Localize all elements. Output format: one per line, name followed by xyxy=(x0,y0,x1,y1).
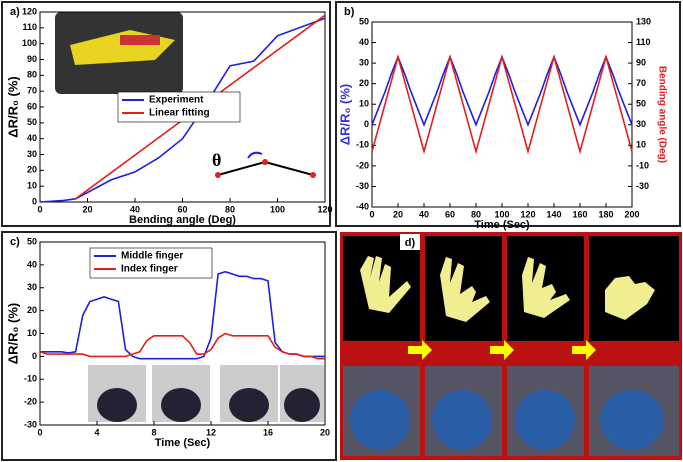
inset-photos-c xyxy=(88,365,324,422)
legend-label: Experiment xyxy=(149,95,204,106)
y-tick-label: 50 xyxy=(359,16,369,26)
annotation: θ xyxy=(212,150,221,170)
legend-box xyxy=(89,247,213,279)
x-tick-label: 180 xyxy=(598,209,613,219)
y-tick-label: 120 xyxy=(22,6,37,16)
y-tick-label: 10 xyxy=(27,181,37,191)
y-tick-label: 20 xyxy=(27,165,37,175)
y-tick-label: -30 xyxy=(24,419,37,429)
panel-a xyxy=(1,1,331,227)
plot-area xyxy=(371,21,633,208)
x-tick-label: 20 xyxy=(320,427,330,437)
x-axis-label: Bending angle (Deg) xyxy=(129,214,236,226)
y-axis-label: ΔR/R₀ (%) xyxy=(5,303,20,364)
y-tick-label: 30 xyxy=(27,282,37,292)
y-tick-label: 0 xyxy=(364,119,369,129)
y-tick-label: 40 xyxy=(27,259,37,269)
x-tick-label: 80 xyxy=(225,204,235,214)
x-tick-label: 8 xyxy=(151,427,156,437)
x-tick-label: 20 xyxy=(393,209,403,219)
x-tick-label: 40 xyxy=(130,204,140,214)
x-tick-label: 60 xyxy=(445,209,455,219)
y-tick-label: -40 xyxy=(356,201,369,211)
y-tick-label: 50 xyxy=(27,236,37,246)
y-tick-label: 30 xyxy=(27,149,37,159)
legend-box xyxy=(117,91,241,123)
panel-c xyxy=(1,231,337,461)
x-tick-label: 0 xyxy=(37,427,42,437)
y2-tick-label: -30 xyxy=(636,181,649,191)
x-tick-label: 120 xyxy=(317,204,332,214)
x-tick-label: 0 xyxy=(369,209,374,219)
y-tick-label: -30 xyxy=(356,181,369,191)
x-tick-label: 200 xyxy=(624,209,639,219)
x-tick-label: 0 xyxy=(37,204,42,214)
x-tick-label: 100 xyxy=(494,209,509,219)
data-line xyxy=(39,332,325,360)
y-axis-label: ΔR/R₀ (%) xyxy=(337,84,352,145)
y2-tick-label: 50 xyxy=(636,99,646,109)
panel-label: c) xyxy=(10,236,20,248)
x-tick-label: 140 xyxy=(546,209,561,219)
y-tick-label: 0 xyxy=(32,196,37,206)
y-tick-label: -10 xyxy=(24,374,37,384)
legend-label: Middle finger xyxy=(121,251,183,262)
inset-photo-a xyxy=(55,12,183,94)
x-tick-label: 160 xyxy=(572,209,587,219)
data-line xyxy=(40,270,325,360)
y2-tick-label: 130 xyxy=(636,16,651,26)
glove-photos xyxy=(343,366,679,456)
y-tick-label: 20 xyxy=(27,305,37,315)
x-tick-label: 20 xyxy=(82,204,92,214)
y-tick-label: 90 xyxy=(27,54,37,64)
y-tick-label: 60 xyxy=(27,101,37,111)
y-tick-label: 20 xyxy=(359,78,369,88)
panel-label: a) xyxy=(10,6,20,18)
y-tick-label: 110 xyxy=(22,22,37,32)
y-tick-label: -20 xyxy=(356,160,369,170)
y2-tick-label: 110 xyxy=(636,37,651,47)
data-line xyxy=(371,54,633,127)
y-tick-label: 80 xyxy=(27,70,37,80)
panel-label: b) xyxy=(344,6,355,18)
y-tick-label: 50 xyxy=(27,117,37,127)
y2-tick-label: 90 xyxy=(636,57,646,67)
x-tick-label: 80 xyxy=(471,209,481,219)
x-axis-label: Time (Sec) xyxy=(474,219,530,231)
x-tick-label: 4 xyxy=(94,427,99,437)
y-tick-label: 40 xyxy=(27,133,37,143)
y-tick-label: 40 xyxy=(359,37,369,47)
panel-d: d) xyxy=(340,232,682,460)
x-axis-label: Time (Sec) xyxy=(155,437,211,449)
y-tick-label: 100 xyxy=(22,38,37,48)
x-tick-label: 16 xyxy=(263,427,273,437)
y-tick-label: 70 xyxy=(27,86,37,96)
x-tick-label: 12 xyxy=(206,427,216,437)
y-tick-label: -10 xyxy=(356,140,369,150)
legend-label: Index finger xyxy=(121,264,178,275)
y-tick-label: -20 xyxy=(24,397,37,407)
y2-tick-label: 70 xyxy=(636,78,646,88)
x-tick-label: 40 xyxy=(419,209,429,219)
y2-tick-label: -10 xyxy=(636,160,649,170)
panel-b xyxy=(335,1,681,227)
y-tick-label: 10 xyxy=(27,328,37,338)
y2-axis-label: Bending angle (Deg) xyxy=(656,66,667,163)
x-tick-label: 60 xyxy=(177,204,187,214)
data-line xyxy=(371,53,633,155)
y-tick-label: 0 xyxy=(32,351,37,361)
angle-sketch xyxy=(215,151,316,178)
y-tick-label: 30 xyxy=(359,57,369,67)
x-tick-label: 100 xyxy=(270,204,285,214)
arrows xyxy=(408,340,596,360)
y2-tick-label: 30 xyxy=(636,119,646,129)
y2-tick-label: 10 xyxy=(636,140,646,150)
y-axis-label: ΔR/R₀ (%) xyxy=(5,76,20,137)
y-tick-label: 10 xyxy=(359,99,369,109)
hand-renders xyxy=(343,236,679,341)
panel-label: d) xyxy=(405,237,416,249)
legend-label: Linear fitting xyxy=(149,108,210,119)
x-tick-label: 120 xyxy=(520,209,535,219)
